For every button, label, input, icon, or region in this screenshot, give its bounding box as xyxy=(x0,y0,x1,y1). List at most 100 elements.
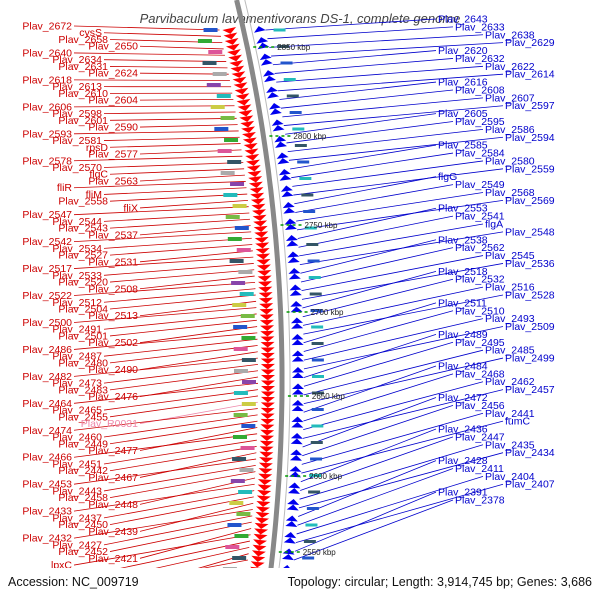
right-gene-label: Plav_2549 xyxy=(455,179,505,191)
right-gene-label: Plav_2499 xyxy=(505,353,555,365)
kbp-tick-label: 2850 kbp xyxy=(277,43,310,52)
kbp-ticks: 2850 kbp 2800 kbp 2750 kbp 2700 kbp 2650 kbp… xyxy=(253,43,345,557)
forward-gene-arrow xyxy=(260,347,275,353)
left-gene-label: Plav_R0031 xyxy=(81,418,138,430)
right-leader-line xyxy=(269,34,484,48)
right-gene-label: Plav_2607 xyxy=(485,92,535,104)
reverse-gene-arrow xyxy=(284,532,297,539)
left-gene-label: Plav_2672 xyxy=(22,21,72,33)
gene-feature-block xyxy=(233,413,248,417)
left-gene-label: Plav_2558 xyxy=(58,196,108,208)
right-gene-label: Plav_2516 xyxy=(485,282,535,294)
right-leader-line xyxy=(267,26,454,40)
right-leader-line xyxy=(276,65,484,83)
reverse-gene-arrow xyxy=(267,92,279,99)
left-leader-line xyxy=(109,168,245,175)
forward-gene-arrow xyxy=(222,27,237,34)
right-leader-line xyxy=(303,318,484,361)
left-leader-line xyxy=(73,206,249,216)
left-leader-line xyxy=(109,319,257,337)
right-leader-line xyxy=(277,73,504,92)
right-gene-label: Plav_2511 xyxy=(438,297,487,309)
left-leader-line xyxy=(109,370,259,391)
reverse-gene-arrow xyxy=(280,185,293,192)
gene-feature-block xyxy=(214,127,229,131)
left-leader-line xyxy=(73,382,259,404)
left-leader-line xyxy=(139,225,251,236)
left-gene-label: Plav_2477 xyxy=(88,445,138,457)
left-leader-line xyxy=(103,187,247,195)
left-leader-line xyxy=(103,32,221,37)
left-gene-label: Plav_2563 xyxy=(88,175,138,187)
left-leader-line xyxy=(139,174,245,182)
gene-feature-block xyxy=(289,111,302,114)
forward-gene-arrow xyxy=(256,495,271,502)
forward-gene-arrow xyxy=(255,517,270,524)
reverse-gene-arrow xyxy=(291,367,304,373)
gene-feature-block xyxy=(230,182,245,186)
right-leader-line xyxy=(295,483,504,544)
right-gene-label: Plav_2536 xyxy=(505,258,555,270)
reverse-gene-arrow xyxy=(276,152,289,159)
reverse-gene-arrow xyxy=(284,218,297,225)
reverse-gene-arrow xyxy=(259,53,272,61)
forward-gene-arrow xyxy=(251,203,266,210)
forward-gene-arrow xyxy=(258,473,273,480)
left-leader-line xyxy=(139,250,253,263)
left-gene-label: Plav_2421 xyxy=(88,553,138,565)
right-gene-label: Plav_2553 xyxy=(438,203,488,215)
gene-feature-block xyxy=(283,78,296,81)
right-gene-label: Plav_2484 xyxy=(438,360,488,372)
forward-gene-arrow xyxy=(257,275,272,282)
reverse-gene-arrow xyxy=(263,70,275,77)
right-gene-label: Plav_2622 xyxy=(485,61,535,73)
forward-gene-arrow xyxy=(259,440,274,447)
forward-gene-arrow xyxy=(260,413,275,419)
gene-feature-block xyxy=(306,507,319,510)
reverse-gene-arrow xyxy=(271,119,284,126)
left-leader-line xyxy=(73,534,251,566)
gene-feature-block xyxy=(233,391,248,395)
reverse-gene-arrow xyxy=(290,433,303,439)
gene-feature-block xyxy=(232,457,247,461)
right-gene-label: Plav_2562 xyxy=(455,242,505,254)
right-leader-line xyxy=(291,152,454,179)
left-leader-line xyxy=(139,124,238,128)
forward-gene-arrow xyxy=(259,446,274,452)
kbp-tick-label: 2550 kbp xyxy=(303,548,336,557)
reverse-gene-arrow xyxy=(291,323,304,329)
gene-feature-block xyxy=(280,61,293,65)
left-gene-label: Plav_2610 xyxy=(58,88,108,100)
left-gene-label: Plav_2517 xyxy=(22,263,72,275)
right-leader-line xyxy=(271,42,504,57)
forward-gene-arrow xyxy=(256,264,271,271)
left-leader-line xyxy=(73,307,257,323)
left-gene-label: Plav_2501 xyxy=(58,330,108,342)
gene-feature-block xyxy=(234,534,249,538)
gene-feature-block xyxy=(302,556,315,560)
forward-gene-arrow xyxy=(260,396,275,403)
forward-gene-arrow xyxy=(235,93,250,100)
forward-gene-arrow xyxy=(232,76,247,84)
left-leader-line xyxy=(109,269,255,283)
left-gene-label: Plav_2522 xyxy=(22,290,72,302)
right-gene-label: Plav_2586 xyxy=(485,124,535,136)
right-leader-line xyxy=(285,113,437,135)
left-gene-label: Plav_2452 xyxy=(58,546,108,558)
right-gene-label: Plav_2407 xyxy=(505,479,555,491)
reverse-gene-arrow xyxy=(291,339,304,346)
left-leader-line xyxy=(73,458,257,485)
kbp-tick-label: 2600 kbp xyxy=(309,472,342,481)
right-leader-line xyxy=(302,270,437,309)
left-leader-lines xyxy=(73,25,259,593)
gene-feature-block xyxy=(311,375,324,378)
right-gene-label: Plav_2457 xyxy=(505,384,555,396)
forward-gene-arrow xyxy=(260,369,275,375)
right-gene-label: Plav_2436 xyxy=(438,424,488,436)
gene-feature-block xyxy=(231,281,246,285)
left-gene-label: fliX xyxy=(123,202,138,214)
forward-gene-arrow xyxy=(245,154,260,161)
left-leader-line xyxy=(139,275,255,290)
reverse-gene-arrow xyxy=(278,169,291,176)
left-leader-line xyxy=(103,439,257,465)
